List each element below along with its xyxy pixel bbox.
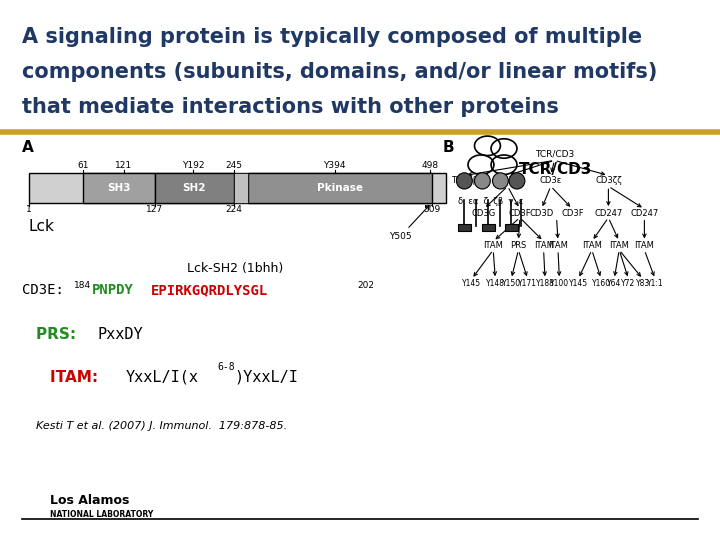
- Text: ITAM: ITAM: [483, 241, 503, 250]
- Text: ITAM: ITAM: [609, 241, 629, 250]
- Text: PRS:: PRS:: [36, 327, 81, 342]
- Text: Y1:1: Y1:1: [647, 279, 664, 288]
- Text: Lck-SH2 (1bhh): Lck-SH2 (1bhh): [187, 262, 284, 275]
- Ellipse shape: [509, 173, 525, 189]
- Text: PNPDY: PNPDY: [91, 284, 133, 298]
- Text: NATIONAL LABORATORY: NATIONAL LABORATORY: [50, 510, 153, 519]
- Ellipse shape: [492, 173, 508, 189]
- FancyBboxPatch shape: [248, 173, 432, 202]
- Text: 202: 202: [358, 281, 375, 290]
- Text: components (subunits, domains, and/or linear motifs): components (subunits, domains, and/or li…: [22, 62, 657, 82]
- Text: that mediate interactions with other proteins: that mediate interactions with other pro…: [22, 97, 559, 117]
- Ellipse shape: [474, 173, 490, 189]
- Text: 127: 127: [146, 205, 163, 214]
- Text: Y171: Y171: [518, 279, 537, 288]
- Text: Y505: Y505: [389, 205, 429, 241]
- Text: Y72: Y72: [621, 279, 636, 288]
- Text: )YxxL/I: )YxxL/I: [234, 370, 298, 385]
- Text: CD3ε: CD3ε: [497, 177, 518, 185]
- Text: Y160: Y160: [592, 279, 611, 288]
- Text: Y394: Y394: [323, 161, 346, 170]
- Text: Los Alamos: Los Alamos: [50, 494, 130, 507]
- Text: CD3D: CD3D: [529, 209, 554, 218]
- Text: ITAM: ITAM: [548, 241, 568, 250]
- Bar: [505, 224, 518, 231]
- Text: 61: 61: [77, 161, 89, 170]
- Text: PxxDY: PxxDY: [97, 327, 143, 342]
- Text: PRS: PRS: [510, 241, 526, 250]
- Text: TCRαβ: TCRαβ: [451, 177, 478, 185]
- Text: 1: 1: [26, 205, 32, 214]
- Text: Kesti T et al. (2007) J. Immunol.  179:878-85.: Kesti T et al. (2007) J. Immunol. 179:87…: [36, 421, 287, 431]
- FancyBboxPatch shape: [83, 173, 155, 202]
- Text: Lck: Lck: [29, 219, 55, 234]
- Text: 509: 509: [423, 205, 441, 214]
- Text: 121: 121: [115, 161, 132, 170]
- Text: TCR/CD3: TCR/CD3: [535, 150, 574, 158]
- Text: A: A: [22, 140, 33, 156]
- Text: ITAM: ITAM: [582, 241, 602, 250]
- Text: CD247: CD247: [594, 209, 623, 218]
- Text: Y145: Y145: [462, 279, 481, 288]
- Text: ITAM: ITAM: [634, 241, 654, 250]
- Ellipse shape: [456, 173, 472, 189]
- Text: ITAM:: ITAM:: [50, 370, 104, 385]
- Text: EPIRKGQRDLYSGL: EPIRKGQRDLYSGL: [151, 284, 269, 298]
- Text: Y188: Y188: [536, 279, 554, 288]
- Text: Y145: Y145: [569, 279, 588, 288]
- Text: SH2: SH2: [183, 183, 206, 193]
- Text: Y64: Y64: [607, 279, 621, 288]
- Text: ITAM: ITAM: [534, 241, 554, 250]
- FancyBboxPatch shape: [234, 173, 248, 202]
- Text: TCR/CD3: TCR/CD3: [518, 162, 592, 177]
- Text: 6-8: 6-8: [217, 362, 235, 372]
- Text: Y150: Y150: [502, 279, 521, 288]
- Text: 498: 498: [421, 161, 438, 170]
- Text: Pkinase: Pkinase: [318, 183, 363, 193]
- Text: CD3E:: CD3E:: [22, 284, 72, 298]
- Text: CD3F: CD3F: [508, 209, 531, 218]
- Text: Y148: Y148: [486, 279, 505, 288]
- Text: A signaling protein is typically composed of multiple: A signaling protein is typically compose…: [22, 27, 642, 47]
- Text: CD3ε: CD3ε: [540, 177, 562, 185]
- FancyBboxPatch shape: [155, 173, 234, 202]
- FancyBboxPatch shape: [29, 173, 446, 202]
- Text: CD247: CD247: [630, 209, 659, 218]
- Text: 184: 184: [74, 281, 91, 290]
- Bar: [458, 224, 471, 231]
- Text: SH3: SH3: [107, 183, 130, 193]
- Text: Y83: Y83: [636, 279, 650, 288]
- Text: B: B: [443, 140, 454, 156]
- Text: 245: 245: [225, 161, 243, 170]
- Text: Y192: Y192: [181, 161, 204, 170]
- Text: δ  εα  ζ  ζβ  γ  ε: δ εα ζ ζβ γ ε: [459, 197, 523, 206]
- Text: CD3G: CD3G: [472, 209, 496, 218]
- Text: CD3ζζ: CD3ζζ: [595, 177, 622, 185]
- Text: CD3F: CD3F: [561, 209, 584, 218]
- Text: YxxL/I(x: YxxL/I(x: [126, 370, 199, 385]
- Text: 224: 224: [225, 205, 243, 214]
- Text: Y100: Y100: [550, 279, 569, 288]
- Bar: [482, 224, 495, 231]
